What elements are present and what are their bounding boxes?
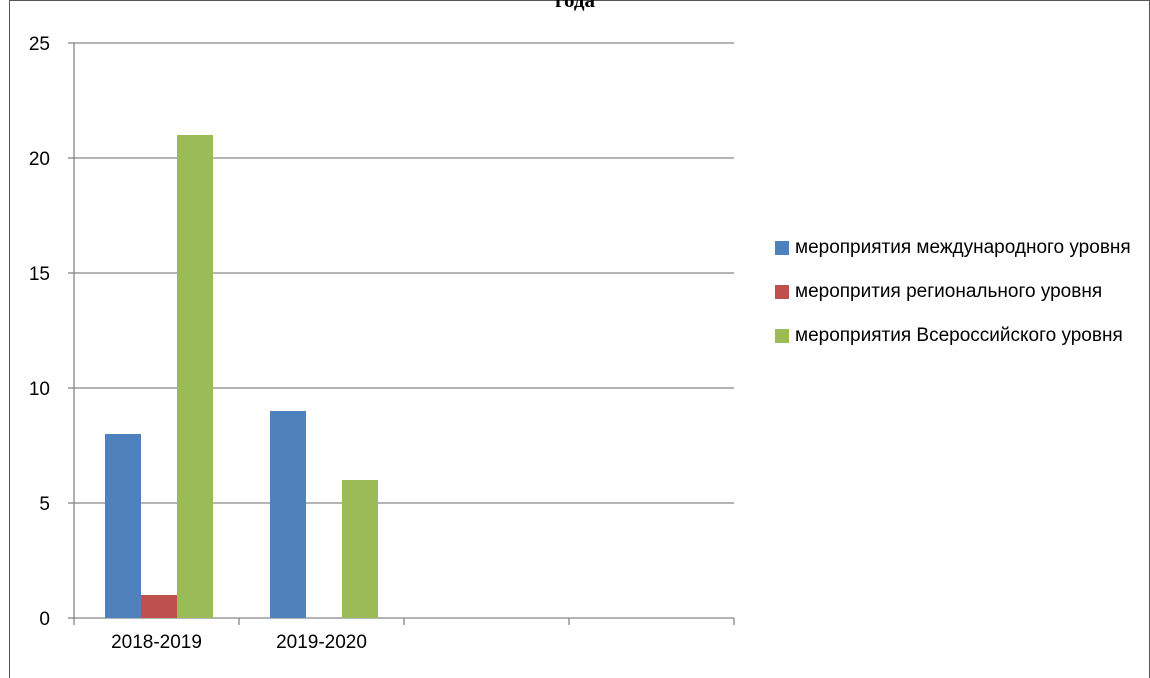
x-tick-label: 2019-2020 [276, 632, 367, 653]
legend-swatch-regional [775, 285, 789, 299]
legend: мероприятия международного уровня меропр… [775, 232, 1145, 364]
x-tick-label: 2018-2019 [111, 632, 202, 653]
bar-chart: 0 5 10 15 20 25 2018-2019 2019-2020 [29, 34, 735, 653]
y-tick-label: 5 [39, 494, 50, 515]
legend-item-all-russian: мероприятия Всероссийского уровня [775, 320, 1145, 352]
legend-swatch-all-russian [775, 329, 789, 343]
bar [270, 411, 306, 618]
y-tick-label: 25 [29, 34, 50, 55]
bar [177, 135, 213, 618]
bar [342, 480, 378, 618]
legend-item-international: мероприятия международного уровня [775, 232, 1145, 264]
bar [105, 434, 141, 618]
y-tick-label: 10 [29, 379, 50, 400]
y-tick-label: 0 [39, 609, 50, 630]
legend-swatch-international [775, 241, 789, 255]
legend-label-regional: меропрития регионального уровня [795, 281, 1103, 302]
bar [141, 595, 177, 618]
chart-title-fragment: года [554, 0, 596, 12]
legend-item-regional: меропрития регионального уровня [775, 276, 1145, 308]
y-tick-label: 20 [29, 149, 50, 170]
legend-label-all-russian: мероприятия Всероссийского уровня [795, 325, 1123, 346]
legend-label-international: мероприятия международного уровня [795, 237, 1131, 258]
y-tick-label: 15 [29, 264, 50, 285]
